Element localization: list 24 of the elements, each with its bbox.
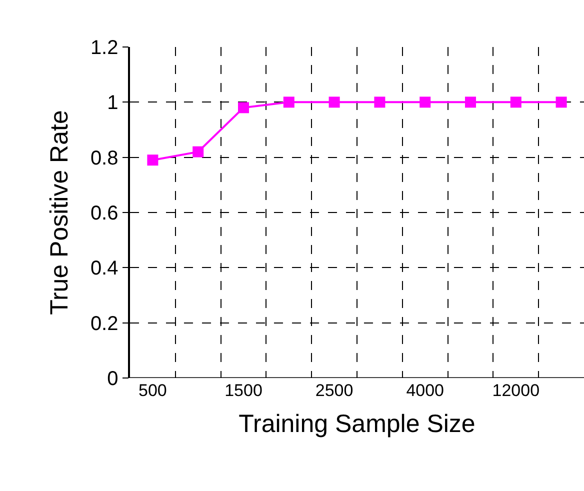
x-tick-label: 1500 xyxy=(224,381,262,400)
point xyxy=(510,96,522,108)
x-tick-label: 12000 xyxy=(492,381,540,400)
point xyxy=(328,96,340,108)
x-tick-label: 4000 xyxy=(406,381,444,400)
y-axis-title: True Positive Rate xyxy=(46,110,74,315)
y-tick-label: 0.6 xyxy=(90,202,118,224)
y-tick-label: 0 xyxy=(107,368,118,390)
x-axis-title: Training Sample Size xyxy=(238,410,476,438)
x-tick-label: 2500 xyxy=(315,381,354,400)
y-tick-label: 1.2 xyxy=(90,37,118,59)
point xyxy=(465,96,476,108)
point xyxy=(147,154,158,166)
x-tick-label: 500 xyxy=(138,381,167,400)
point xyxy=(192,146,204,158)
y-tick-label: 1 xyxy=(107,92,118,114)
y-tick-label: 0.8 xyxy=(90,147,118,170)
point xyxy=(420,96,431,108)
y-tick-label: 0.4 xyxy=(90,258,118,280)
y-tick-label: 0.2 xyxy=(90,312,118,335)
point xyxy=(556,96,567,108)
point xyxy=(374,96,386,108)
point xyxy=(238,102,249,114)
point xyxy=(283,96,294,108)
